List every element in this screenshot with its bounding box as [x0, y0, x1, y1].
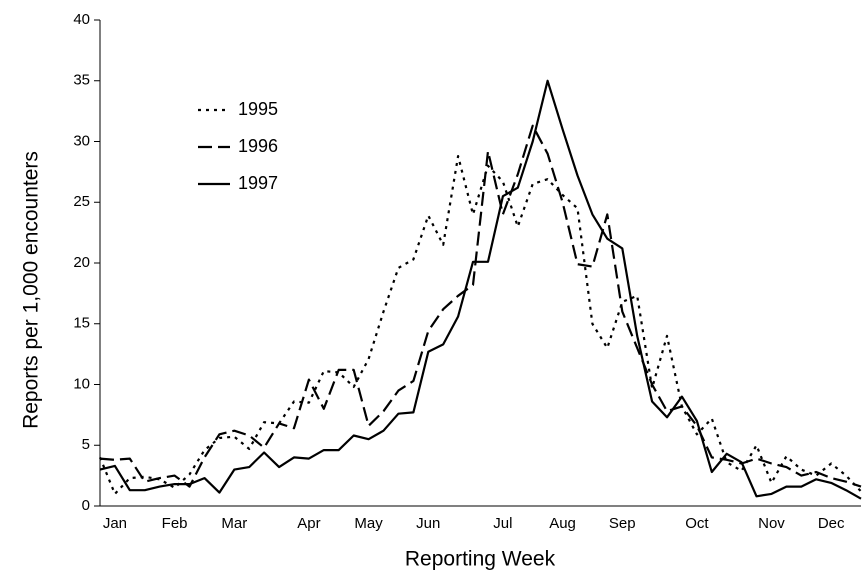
- x-tick-label: Jul: [493, 515, 512, 532]
- y-tick-label: 35: [73, 72, 90, 89]
- y-tick-label: 20: [73, 254, 90, 271]
- y-tick-label: 15: [73, 315, 90, 332]
- y-tick-label: 40: [73, 11, 90, 28]
- x-tick-label: May: [354, 515, 383, 532]
- legend-label: 1996: [238, 136, 278, 156]
- x-axis-title: Reporting Week: [405, 548, 556, 571]
- x-tick-label: Aug: [549, 515, 576, 532]
- x-tick-label: Mar: [221, 515, 247, 532]
- x-tick-label: Feb: [162, 515, 188, 532]
- series-line: [99, 79, 862, 500]
- x-tick-label: Oct: [685, 515, 709, 532]
- x-tick-label: Apr: [297, 515, 320, 532]
- legend-label: 1995: [238, 99, 278, 119]
- y-tick-label: 0: [82, 497, 90, 514]
- y-tick-label: 25: [73, 193, 90, 210]
- y-tick-label: 5: [82, 436, 90, 453]
- x-tick-label: Dec: [818, 515, 845, 532]
- y-tick-label: 30: [73, 132, 90, 149]
- y-tick-label: 10: [73, 375, 90, 392]
- x-tick-label: Jun: [416, 515, 440, 532]
- x-tick-label: Nov: [758, 515, 785, 532]
- series-line: [99, 124, 862, 488]
- y-axis-title: Reports per 1,000 encounters: [20, 151, 43, 429]
- legend-label: 1997: [238, 173, 278, 193]
- x-tick-label: Sep: [609, 515, 636, 532]
- x-tick-label: Jan: [103, 515, 127, 532]
- series-line: [98, 155, 862, 495]
